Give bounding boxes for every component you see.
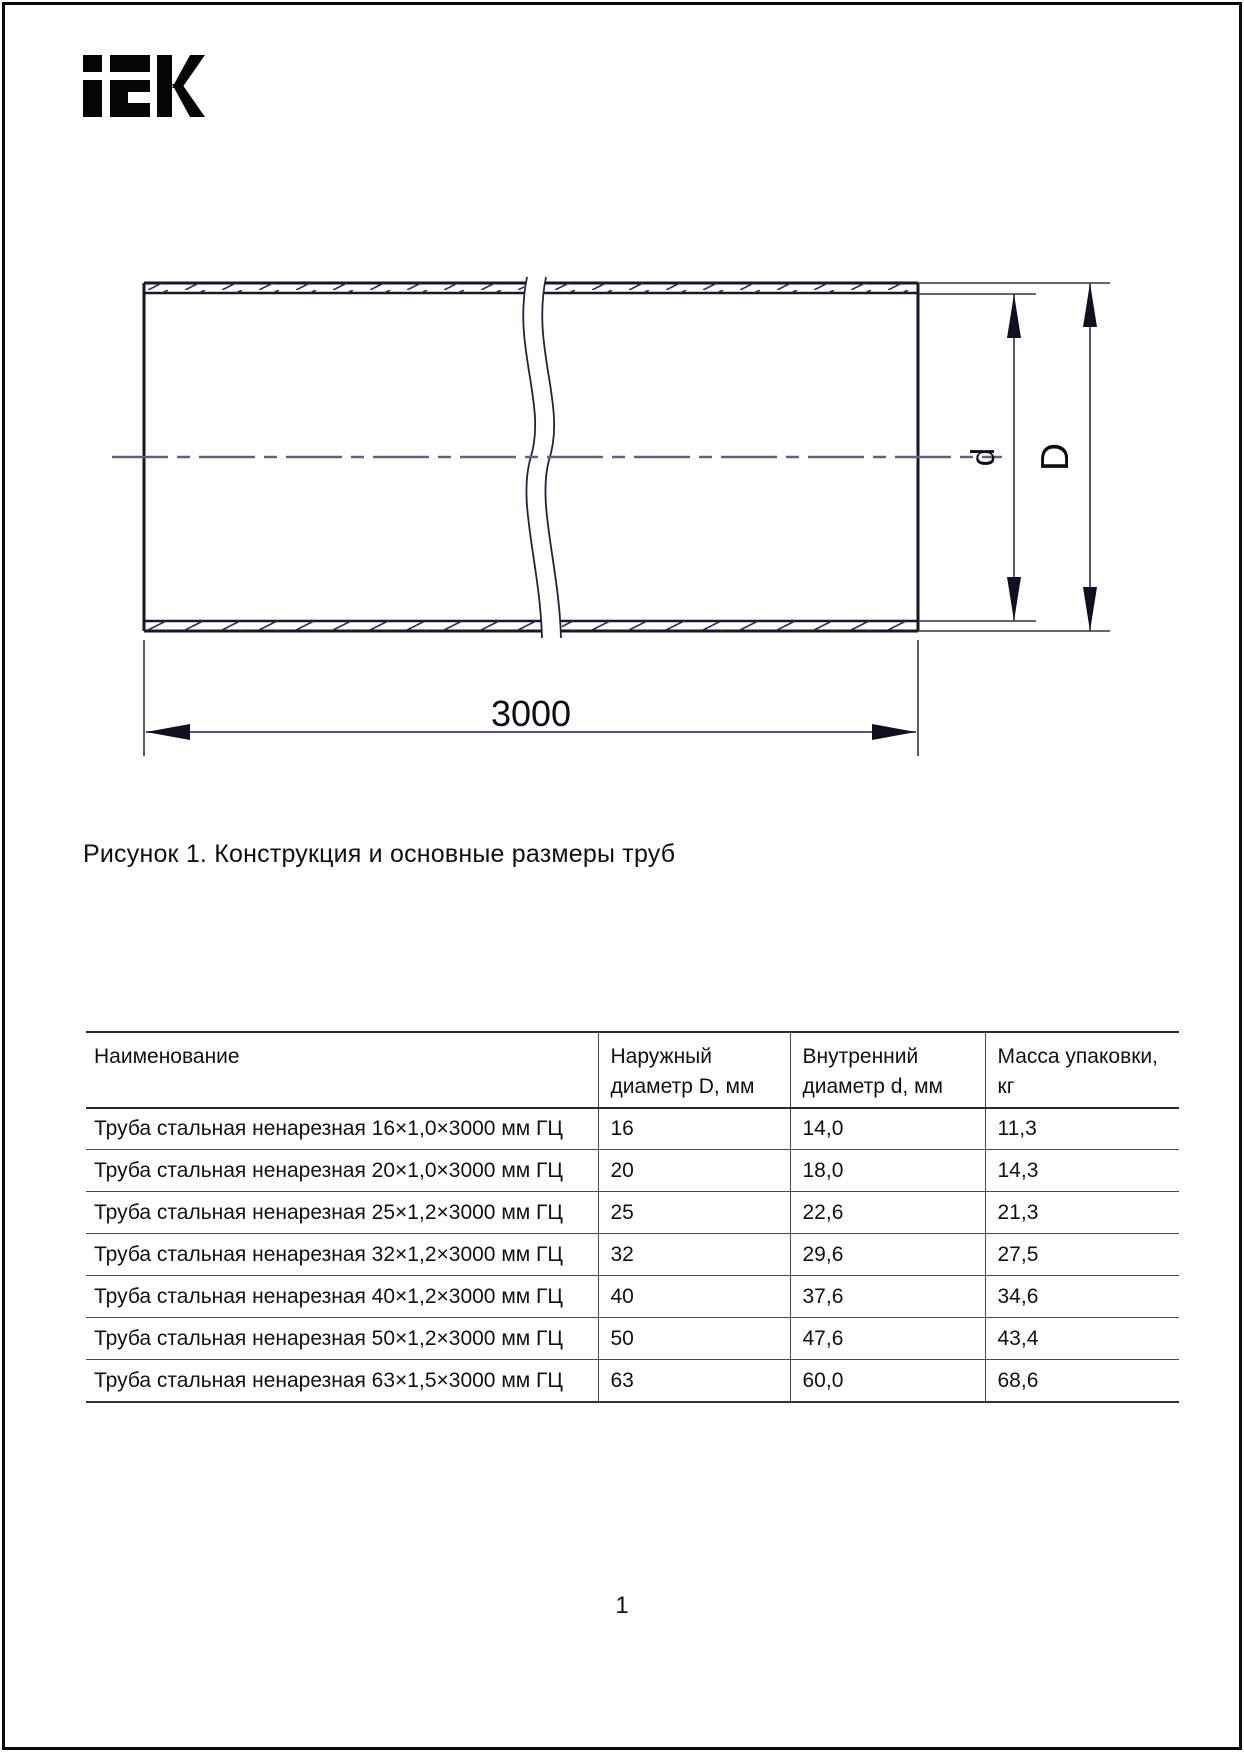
cell-mass: 27,5 <box>984 1233 1179 1277</box>
inner-diameter-label: d <box>964 448 1001 466</box>
cell-name: Труба стальная ненарезная 50×1,2×3000 мм… <box>86 1317 598 1361</box>
page-number: 1 <box>615 1592 629 1619</box>
outer-diameter-label: D <box>1034 443 1077 471</box>
cell-name: Труба стальная ненарезная 63×1,5×3000 мм… <box>86 1359 598 1403</box>
cell-mass: 68,6 <box>984 1359 1179 1403</box>
cell-name: Труба стальная ненарезная 20×1,0×3000 мм… <box>86 1149 598 1193</box>
cell-mass: 11,3 <box>984 1107 1179 1151</box>
cell-inner-diameter: 18,0 <box>789 1149 985 1193</box>
cell-name: Труба стальная ненарезная 40×1,2×3000 мм… <box>86 1275 598 1319</box>
cell-outer-diameter: 50 <box>597 1317 790 1361</box>
dimension-length: 3000 <box>143 640 919 756</box>
cell-outer-diameter: 16 <box>597 1107 790 1151</box>
table-row: Труба стальная ненарезная 25×1,2×3000 мм… <box>86 1191 1179 1235</box>
cell-inner-diameter: 14,0 <box>789 1107 985 1151</box>
table-header-row: Наименование Наружный диаметр D, мм Внут… <box>86 1031 1179 1109</box>
table-row: Труба стальная ненарезная 63×1,5×3000 мм… <box>86 1359 1179 1403</box>
cell-name: Труба стальная ненарезная 16×1,0×3000 мм… <box>86 1107 598 1151</box>
cell-mass: 43,4 <box>984 1317 1179 1361</box>
dimension-D: D <box>1034 283 1097 631</box>
cell-inner-diameter: 47,6 <box>789 1317 985 1361</box>
cell-outer-diameter: 20 <box>597 1149 790 1193</box>
cell-inner-diameter: 60,0 <box>789 1359 985 1403</box>
pipe-spec-table: Наименование Наружный диаметр D, мм Внут… <box>86 1031 1179 1403</box>
table-row: Труба стальная ненарезная 40×1,2×3000 мм… <box>86 1275 1179 1319</box>
cell-outer-diameter: 40 <box>597 1275 790 1319</box>
cell-name: Труба стальная ненарезная 32×1,2×3000 мм… <box>86 1233 598 1277</box>
cell-inner-diameter: 22,6 <box>789 1191 985 1235</box>
cell-outer-diameter: 32 <box>597 1233 790 1277</box>
iek-logo-icon <box>83 55 205 117</box>
table-row: Труба стальная ненарезная 16×1,0×3000 мм… <box>86 1107 1179 1151</box>
length-label: 3000 <box>491 693 571 734</box>
cell-name: Труба стальная ненарезная 25×1,2×3000 мм… <box>86 1191 598 1235</box>
cell-inner-diameter: 29,6 <box>789 1233 985 1277</box>
table-row: Труба стальная ненарезная 50×1,2×3000 мм… <box>86 1317 1179 1361</box>
cell-mass: 34,6 <box>984 1275 1179 1319</box>
pipe-break-lines <box>522 276 562 639</box>
pipe-technical-drawing: d D 3000 <box>112 276 1110 756</box>
header-name: Наименование <box>86 1031 598 1109</box>
table-row: Труба стальная ненарезная 32×1,2×3000 мм… <box>86 1233 1179 1277</box>
table-row: Труба стальная ненарезная 20×1,0×3000 мм… <box>86 1149 1179 1193</box>
cell-outer-diameter: 25 <box>597 1191 790 1235</box>
cell-outer-diameter: 63 <box>597 1359 790 1403</box>
header-mass: Масса упаковки, кг <box>984 1031 1179 1109</box>
cell-inner-diameter: 37,6 <box>789 1275 985 1319</box>
extension-lines <box>918 282 1110 632</box>
header-inner-diameter: Внутренний диаметр d, мм <box>789 1031 985 1109</box>
cell-mass: 21,3 <box>984 1191 1179 1235</box>
header-outer-diameter: Наружный диаметр D, мм <box>597 1031 790 1109</box>
wall-hatching <box>145 283 917 631</box>
dimension-d: d <box>964 294 1021 621</box>
figure-caption: Рисунок 1. Конструкция и основные размер… <box>83 840 676 868</box>
cell-mass: 14,3 <box>984 1149 1179 1193</box>
